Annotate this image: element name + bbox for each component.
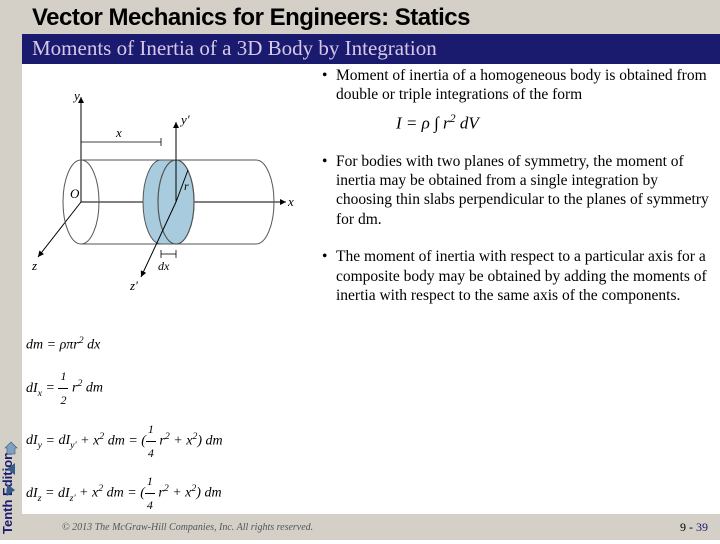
svg-text:O: O: [70, 186, 80, 201]
home-icon[interactable]: [2, 439, 20, 457]
integral-equation: I = ρ ∫ r2 dV: [396, 111, 712, 134]
header: Vector Mechanics for Engineers: Statics: [22, 0, 720, 34]
bullet-3: The moment of inertia with respect to a …: [322, 247, 712, 305]
svg-text:z': z': [129, 278, 138, 293]
bullet-2: For bodies with two planes of symmetry, …: [322, 152, 712, 230]
nav-icons: [0, 436, 22, 502]
copyright: © 2013 The McGraw-Hill Companies, Inc. A…: [62, 522, 313, 533]
next-icon[interactable]: [2, 481, 20, 499]
bullet-1-text: Moment of inertia of a homogeneous body …: [336, 67, 707, 103]
formula-list: dm = ρπr2 dx dIx = 12 r2 dm dIy = dIy' +…: [26, 332, 306, 523]
svg-text:y': y': [179, 112, 190, 127]
subtitle-bar: Moments of Inertia of a 3D Body by Integ…: [22, 34, 720, 64]
page-number: 9 - 39: [680, 520, 708, 535]
prev-icon[interactable]: [2, 460, 20, 478]
svg-text:x: x: [115, 125, 122, 140]
diagram: y z x O y' z' r x: [26, 82, 306, 322]
formula-dIx: dIx = 12 r2 dm: [26, 365, 306, 412]
content: y z x O y' z' r x: [22, 62, 720, 512]
svg-text:z: z: [31, 258, 37, 273]
formula-dIz: dIz = dIz' + x2 dm = (14 r2 + x2) dm: [26, 470, 306, 517]
book-title: Vector Mechanics for Engineers: Statics: [32, 4, 710, 32]
text-column: Moment of inertia of a homogeneous body …: [322, 66, 712, 323]
formula-dIy: dIy = dIy' + x2 dm = (14 r2 + x2) dm: [26, 418, 306, 465]
page-prefix: 9 -: [680, 520, 693, 534]
svg-text:y: y: [72, 88, 80, 103]
svg-text:x: x: [287, 194, 294, 209]
svg-text:r: r: [184, 179, 189, 193]
formula-dm: dm = ρπr2 dx: [26, 332, 306, 359]
page-num: 39: [696, 520, 708, 534]
bullet-1: Moment of inertia of a homogeneous body …: [322, 66, 712, 134]
slide-title: Moments of Inertia of a 3D Body by Integ…: [32, 36, 710, 61]
footer: © 2013 The McGraw-Hill Companies, Inc. A…: [22, 514, 720, 540]
svg-text:dx: dx: [158, 259, 170, 273]
